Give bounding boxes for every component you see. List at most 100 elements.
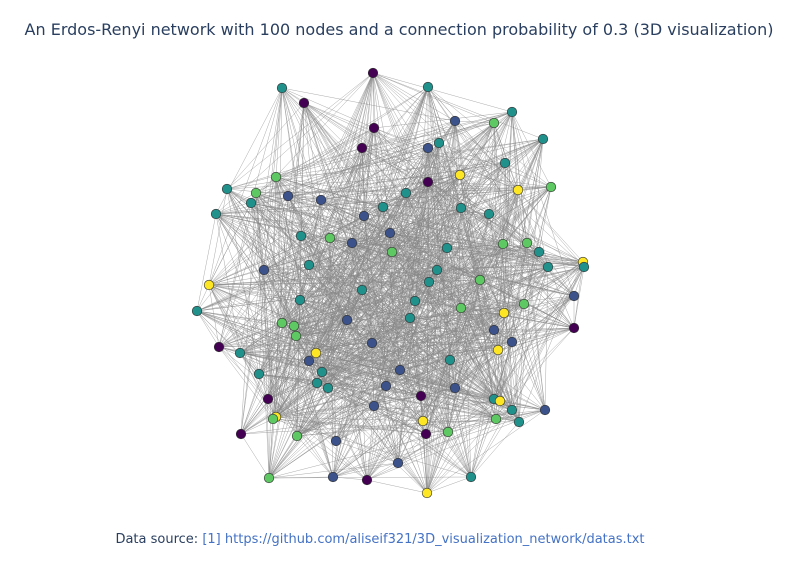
network-node[interactable] xyxy=(294,294,306,306)
network-node[interactable] xyxy=(303,259,315,271)
network-node[interactable] xyxy=(433,137,445,149)
network-node[interactable] xyxy=(488,117,500,129)
network-node[interactable] xyxy=(356,284,368,296)
network-node[interactable] xyxy=(417,415,429,427)
network-node[interactable] xyxy=(444,354,456,366)
network-node[interactable] xyxy=(441,242,453,254)
network-node[interactable] xyxy=(455,302,467,314)
network-node[interactable] xyxy=(506,106,518,118)
network-node[interactable] xyxy=(258,264,270,276)
network-node[interactable] xyxy=(267,413,279,425)
network-node[interactable] xyxy=(311,377,323,389)
network-node[interactable] xyxy=(346,237,358,249)
network-node[interactable] xyxy=(568,322,580,334)
network-node[interactable] xyxy=(409,295,421,307)
network-node[interactable] xyxy=(324,232,336,244)
network-node[interactable] xyxy=(542,261,554,273)
network-node[interactable] xyxy=(518,298,530,310)
network-node[interactable] xyxy=(330,435,342,447)
network-node[interactable] xyxy=(290,330,302,342)
network-node[interactable] xyxy=(449,382,461,394)
network-node[interactable] xyxy=(533,246,545,258)
network-node[interactable] xyxy=(310,347,322,359)
network-node[interactable] xyxy=(431,264,443,276)
network-node[interactable] xyxy=(303,355,315,367)
network-node[interactable] xyxy=(282,190,294,202)
network-node[interactable] xyxy=(191,305,203,317)
network-node[interactable] xyxy=(494,395,506,407)
network-node[interactable] xyxy=(490,413,502,425)
network-node[interactable] xyxy=(276,82,288,94)
network-node[interactable] xyxy=(288,320,300,332)
network-node[interactable] xyxy=(423,276,435,288)
network-node[interactable] xyxy=(400,187,412,199)
network-node[interactable] xyxy=(422,176,434,188)
network-node[interactable] xyxy=(366,337,378,349)
network-node[interactable] xyxy=(315,194,327,206)
network-node[interactable] xyxy=(253,368,265,380)
network-node[interactable] xyxy=(465,471,477,483)
network-node[interactable] xyxy=(368,122,380,134)
network-node[interactable] xyxy=(250,187,262,199)
network-node[interactable] xyxy=(210,208,222,220)
network-node[interactable] xyxy=(316,366,328,378)
network-node[interactable] xyxy=(498,307,510,319)
network-node[interactable] xyxy=(392,457,404,469)
network-node[interactable] xyxy=(386,246,398,258)
network-node[interactable] xyxy=(384,227,396,239)
network-node[interactable] xyxy=(394,364,406,376)
network-node[interactable] xyxy=(213,341,225,353)
network-node[interactable] xyxy=(298,97,310,109)
network-node[interactable] xyxy=(245,197,257,209)
network-node[interactable] xyxy=(221,183,233,195)
network-node[interactable] xyxy=(506,404,518,416)
data-source-link[interactable]: [1] https://github.com/aliseif321/3D_vis… xyxy=(202,532,644,547)
network-node[interactable] xyxy=(235,428,247,440)
network-node[interactable] xyxy=(512,184,524,196)
network-node[interactable] xyxy=(358,210,370,222)
network-node[interactable] xyxy=(449,115,461,127)
network-node[interactable] xyxy=(270,171,282,183)
network-node[interactable] xyxy=(537,133,549,145)
network-node[interactable] xyxy=(263,472,275,484)
network-node[interactable] xyxy=(539,404,551,416)
network-node[interactable] xyxy=(367,67,379,79)
network-node[interactable] xyxy=(578,261,590,273)
network-node[interactable] xyxy=(499,157,511,169)
network-node[interactable] xyxy=(454,169,466,181)
network-node[interactable] xyxy=(483,208,495,220)
network-node[interactable] xyxy=(497,238,509,250)
network-node[interactable] xyxy=(492,344,504,356)
network-node[interactable] xyxy=(455,202,467,214)
network-node[interactable] xyxy=(262,393,274,405)
network-node[interactable] xyxy=(361,474,373,486)
network-node[interactable] xyxy=(203,279,215,291)
network-node[interactable] xyxy=(521,237,533,249)
network-node[interactable] xyxy=(295,230,307,242)
network-node[interactable] xyxy=(377,201,389,213)
network-node[interactable] xyxy=(422,142,434,154)
network-node[interactable] xyxy=(276,317,288,329)
network-node[interactable] xyxy=(545,181,557,193)
network-node[interactable] xyxy=(422,81,434,93)
network-node[interactable] xyxy=(415,390,427,402)
network-node[interactable] xyxy=(488,324,500,336)
network-node[interactable] xyxy=(506,336,518,348)
network-node[interactable] xyxy=(474,274,486,286)
network-node[interactable] xyxy=(421,487,433,499)
network-node[interactable] xyxy=(568,290,580,302)
network-node[interactable] xyxy=(380,380,392,392)
network-node[interactable] xyxy=(322,382,334,394)
network-node[interactable] xyxy=(368,400,380,412)
network-node[interactable] xyxy=(420,428,432,440)
network-node[interactable] xyxy=(356,142,368,154)
network-node[interactable] xyxy=(291,430,303,442)
network-node[interactable] xyxy=(341,314,353,326)
network-node[interactable] xyxy=(234,347,246,359)
network-node[interactable] xyxy=(513,416,525,428)
network-edge xyxy=(495,409,546,420)
network-node[interactable] xyxy=(404,312,416,324)
network-node[interactable] xyxy=(442,426,454,438)
network-node[interactable] xyxy=(327,471,339,483)
